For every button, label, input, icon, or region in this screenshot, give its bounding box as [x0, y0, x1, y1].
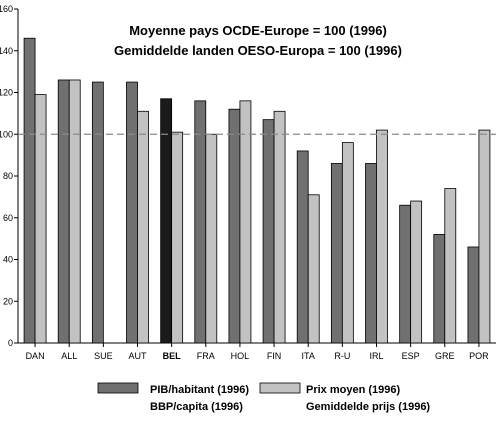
legend-label-series-1-line-1: PIB/habitant (1996) — [150, 384, 249, 396]
bar-pib-fin — [262, 119, 275, 344]
y-tick-label: 0 — [8, 338, 13, 348]
bar-prix-r-u — [341, 142, 354, 344]
x-tick-label: FRA — [197, 351, 215, 361]
x-tick-label: SUE — [94, 351, 113, 361]
x-tick-label: FIN — [267, 351, 282, 361]
x-tick-label: BEL — [163, 351, 182, 361]
y-tick-label: 80 — [3, 171, 13, 181]
bar-prix-por — [478, 129, 491, 344]
bar-prix-aut — [137, 110, 149, 344]
bar-prix-esp — [410, 200, 423, 344]
bar-pib-fra — [194, 100, 207, 344]
x-tick-label: DAN — [26, 351, 45, 361]
y-tick-label: 160 — [0, 4, 13, 14]
chart-title-line-1: Moyenne pays OCDE-Europe = 100 (1996) — [129, 23, 387, 38]
bar-prix-bel — [171, 131, 184, 344]
bar-pib-hol — [228, 108, 241, 344]
bar-prix-fra — [205, 133, 218, 344]
bar-pib-aut — [126, 81, 138, 344]
bar-prix-ita — [307, 194, 320, 344]
legend-label-series-2-line-2: Gemiddelde prijs (1996) — [306, 401, 430, 413]
chart-title-line-2: Gemiddelde landen OESO-Europa = 100 (199… — [114, 43, 402, 58]
y-tick-label: 140 — [0, 46, 13, 56]
legend-label-series-2-line-1: Prix moyen (1996) — [306, 384, 400, 396]
legend-label-series-1-line-2: BBP/capita (1996) — [150, 401, 243, 413]
y-tick-label: 40 — [3, 255, 13, 265]
bar-pib-sue — [91, 81, 104, 344]
bar-prix-gre — [444, 188, 457, 344]
x-tick-label: POR — [469, 351, 489, 361]
legend: PIB/habitant (1996) BBP/capita (1996) Pr… — [97, 382, 430, 413]
bar-prix-fin — [273, 110, 286, 344]
legend-swatch-series-2 — [259, 382, 301, 394]
plot-area: 0 20 40 60 80 100 120 140 160 DAN ALL SUE AUT BEL FRA H… — [0, 4, 496, 361]
x-tick-label: HOL — [231, 351, 250, 361]
bar-pib-irl — [365, 163, 377, 344]
bar-prix-dan — [34, 94, 47, 344]
bar-prix-all — [68, 79, 81, 344]
bar-pib-gre — [433, 234, 446, 344]
bar-pib-por — [467, 246, 480, 344]
y-tick-label: 60 — [3, 213, 13, 223]
y-tick-label: 20 — [3, 296, 13, 306]
x-tick-label: IRL — [369, 351, 383, 361]
bar-pib-ita — [296, 150, 309, 344]
bar-pib-dan — [23, 37, 36, 344]
bar-pib-bel — [160, 98, 173, 344]
x-tick-label: R-U — [334, 351, 350, 361]
x-tick-label: ALL — [61, 351, 77, 361]
chart-title: Moyenne pays OCDE-Europe = 100 (1996) Ge… — [114, 23, 402, 58]
bar-prix-hol — [239, 100, 252, 344]
x-tick-label: AUT — [129, 351, 148, 361]
x-tick-label: ITA — [302, 351, 315, 361]
bar-prix-irl — [376, 129, 388, 344]
legend-swatch-series-1 — [97, 382, 139, 394]
y-tick-label: 120 — [0, 88, 13, 98]
bar-pib-esp — [399, 204, 412, 344]
y-tick-label: 100 — [0, 129, 13, 139]
x-tick-label: GRE — [435, 351, 455, 361]
bar-pib-r-u — [330, 163, 343, 344]
bar-pib-all — [57, 79, 70, 344]
x-tick-label: ESP — [402, 351, 420, 361]
